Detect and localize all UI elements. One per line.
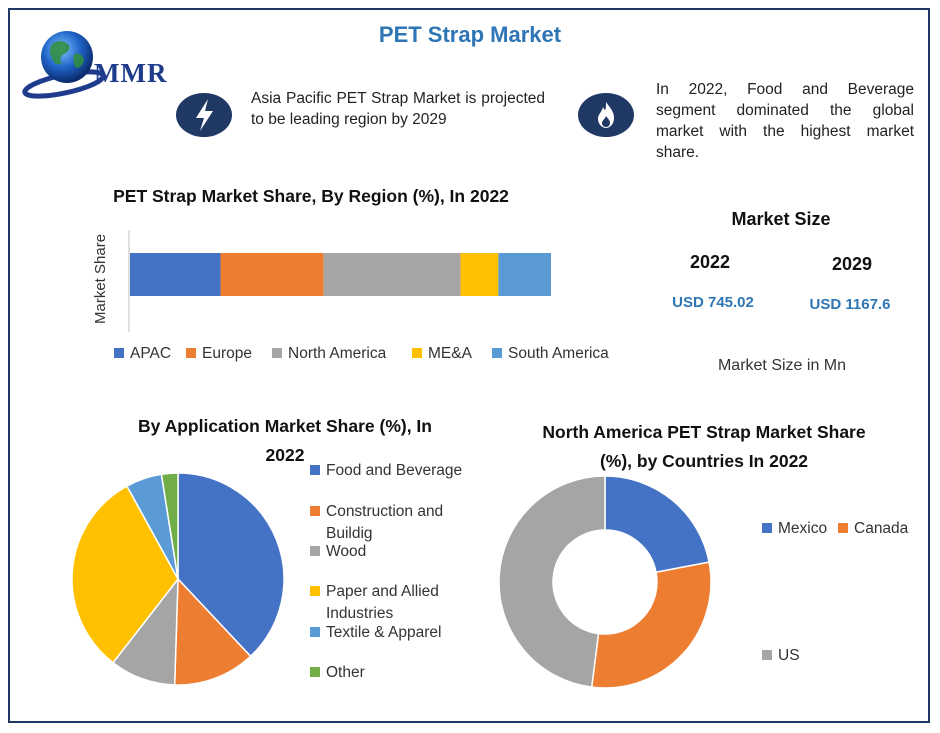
legend-label: Other bbox=[326, 664, 365, 681]
bar-segment-meanda bbox=[460, 253, 499, 296]
legend-swatch bbox=[762, 523, 772, 533]
legend-label: ME&A bbox=[428, 345, 472, 362]
countries-slice-canada bbox=[590, 561, 712, 689]
logo-text: MMR bbox=[94, 58, 168, 88]
application-slice-other bbox=[160, 472, 179, 580]
legend-item-other: Other bbox=[310, 662, 476, 684]
market-size-unit-note: Market Size in Mn bbox=[717, 357, 847, 374]
legend-label: Wood bbox=[326, 543, 367, 560]
legend-label: Food and Beverage bbox=[326, 462, 463, 479]
infographic-frame bbox=[8, 8, 930, 723]
legend-item-meanda: ME&A bbox=[412, 343, 472, 365]
legend-item-wood: Wood bbox=[310, 541, 476, 563]
region-bar-chart bbox=[128, 230, 551, 332]
callout-right-text: In 2022, Food and Beverage segment domin… bbox=[656, 81, 914, 161]
legend-item-paper-and-allied-industries: Paper and Allied Industries bbox=[310, 581, 476, 625]
application-chart-title: By Application Market Share (%), In 2022 bbox=[138, 416, 432, 465]
legend-swatch bbox=[310, 546, 320, 556]
legend-swatch bbox=[310, 506, 320, 516]
market-size-value-2022: USD 745.02 bbox=[672, 294, 754, 311]
legend-label: Textile & Apparel bbox=[326, 624, 442, 641]
legend-item-us: US bbox=[762, 645, 800, 667]
lightning-icon bbox=[176, 93, 232, 137]
countries-slice-mexico bbox=[604, 475, 710, 574]
legend-label: Europe bbox=[202, 345, 252, 362]
countries-chart-title: North America PET Strap Market Share (%)… bbox=[542, 422, 866, 471]
application-pie-chart bbox=[71, 472, 285, 686]
callout-left-text: Asia Pacific PET Strap Market is project… bbox=[251, 90, 545, 128]
legend-label: APAC bbox=[130, 345, 172, 362]
bar-segment-north-america bbox=[323, 253, 461, 296]
legend-item-south-america: South America bbox=[492, 343, 609, 365]
legend-label: Paper and Allied Industries bbox=[326, 583, 439, 622]
flame-icon bbox=[578, 93, 634, 137]
legend-label: South America bbox=[508, 345, 609, 362]
application-slice-food-and-beverage bbox=[177, 472, 285, 658]
legend-swatch bbox=[114, 348, 124, 358]
globe-icon bbox=[22, 31, 106, 99]
legend-swatch bbox=[310, 465, 320, 475]
region-chart-ylabel: Market Share bbox=[92, 233, 109, 324]
legend-item-north-america: North America bbox=[272, 343, 386, 365]
market-size-year-2022: 2022 bbox=[689, 252, 731, 272]
legend-swatch bbox=[762, 650, 772, 660]
legend-item-mexico: Mexico bbox=[762, 518, 827, 540]
legend-swatch bbox=[492, 348, 502, 358]
market-size-year-2029: 2029 bbox=[831, 254, 873, 274]
page-title: PET Strap Market bbox=[378, 22, 562, 47]
market-size-title: Market Size bbox=[731, 209, 831, 229]
legend-swatch bbox=[310, 627, 320, 637]
region-chart-title: PET Strap Market Share, By Region (%), I… bbox=[113, 186, 509, 206]
legend-swatch bbox=[838, 523, 848, 533]
bar-segment-europe bbox=[220, 253, 324, 296]
logo: MMR bbox=[22, 24, 197, 104]
countries-donut-chart bbox=[498, 475, 712, 689]
legend-item-apac: APAC bbox=[114, 343, 171, 365]
legend-swatch bbox=[272, 348, 282, 358]
legend-swatch bbox=[310, 586, 320, 596]
legend-item-construction-and-buildig: Construction and Buildig bbox=[310, 501, 476, 545]
legend-swatch bbox=[310, 667, 320, 677]
legend-item-food-and-beverage: Food and Beverage bbox=[310, 460, 476, 482]
application-slice-construction-and-buildig bbox=[173, 577, 252, 686]
legend-label: Mexico bbox=[778, 520, 828, 537]
application-slice-paper-and-allied-industries bbox=[71, 485, 179, 664]
legend-item-textile-and-apparel: Textile & Apparel bbox=[310, 622, 476, 644]
legend-swatch bbox=[412, 348, 422, 358]
legend-label: US bbox=[778, 647, 800, 664]
bar-segment-south-america bbox=[498, 253, 551, 296]
bar-segment-apac bbox=[130, 253, 221, 296]
legend-item-europe: Europe bbox=[186, 343, 252, 365]
legend-label: Canada bbox=[854, 520, 909, 537]
market-size-value-2029: USD 1167.6 bbox=[809, 296, 891, 313]
legend-label: Construction and Buildig bbox=[326, 503, 444, 542]
legend-label: North America bbox=[288, 345, 387, 362]
countries-slice-us bbox=[498, 475, 606, 689]
legend-swatch bbox=[186, 348, 196, 358]
legend-item-canada: Canada bbox=[838, 518, 908, 540]
